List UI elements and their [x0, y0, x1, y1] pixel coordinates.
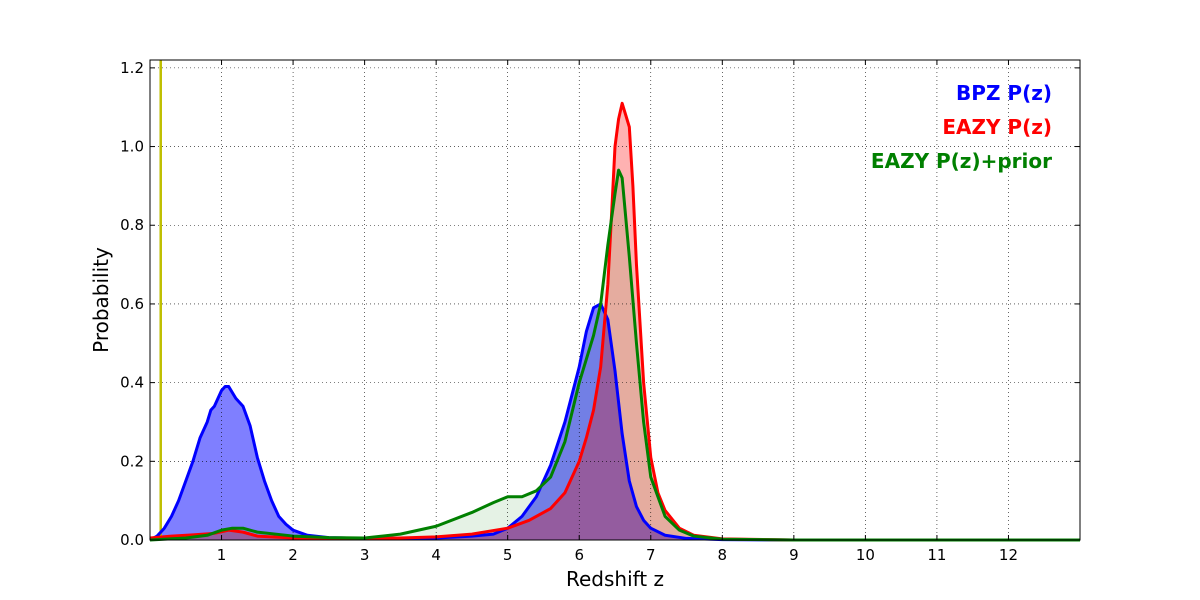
x-tick-label-6: 7	[646, 546, 656, 564]
series-fill-0	[150, 303, 1080, 540]
x-tick-label-4: 5	[503, 546, 513, 564]
x-axis-label: Redshift z	[566, 567, 664, 591]
y-tick-label-3: 0.6	[120, 295, 144, 313]
y-tick-label-6: 1.2	[120, 59, 144, 77]
y-axis-label: Probability	[89, 247, 113, 353]
axis-ticks: 1 2 3 4 5 6 7 8 9 10 11 120.00.20.40.60.81.01.2	[120, 59, 1080, 564]
series-line-2	[149, 168, 1080, 542]
x-tick-label-7: 8	[718, 546, 728, 564]
y-tick-label-0: 0.0	[120, 531, 144, 549]
series-fill-1	[150, 103, 1080, 540]
x-tick-label-1: 2	[288, 546, 298, 564]
series-fills	[150, 103, 1080, 540]
plot-frame	[149, 59, 1081, 541]
series-fill-2	[150, 170, 1080, 540]
series-lines	[149, 101, 1080, 542]
y-tick-label-5: 1.0	[120, 138, 144, 156]
x-tick-label-9: 10	[856, 546, 875, 564]
y-tick-label-2: 0.4	[120, 374, 144, 392]
legend-entry-2: EAZY P(z)+prior	[871, 149, 1052, 173]
x-tick-label-8: 9	[789, 546, 799, 564]
legend-entry-0: BPZ P(z)	[956, 81, 1052, 105]
x-tick-label-11: 12	[999, 546, 1018, 564]
series-line-1	[149, 101, 1080, 542]
legend: BPZ P(z) EAZY P(z) EAZY P(z)+prior	[871, 81, 1052, 173]
x-tick-label-10: 11	[927, 546, 946, 564]
y-tick-label-1: 0.2	[120, 452, 144, 470]
x-tick-label-0: 1	[217, 546, 227, 564]
x-tick-label-3: 4	[431, 546, 441, 564]
legend-entry-1: EAZY P(z)	[942, 115, 1052, 139]
y-tick-label-4: 0.8	[120, 216, 144, 234]
x-tick-label-2: 3	[360, 546, 370, 564]
x-tick-label-5: 6	[574, 546, 584, 564]
